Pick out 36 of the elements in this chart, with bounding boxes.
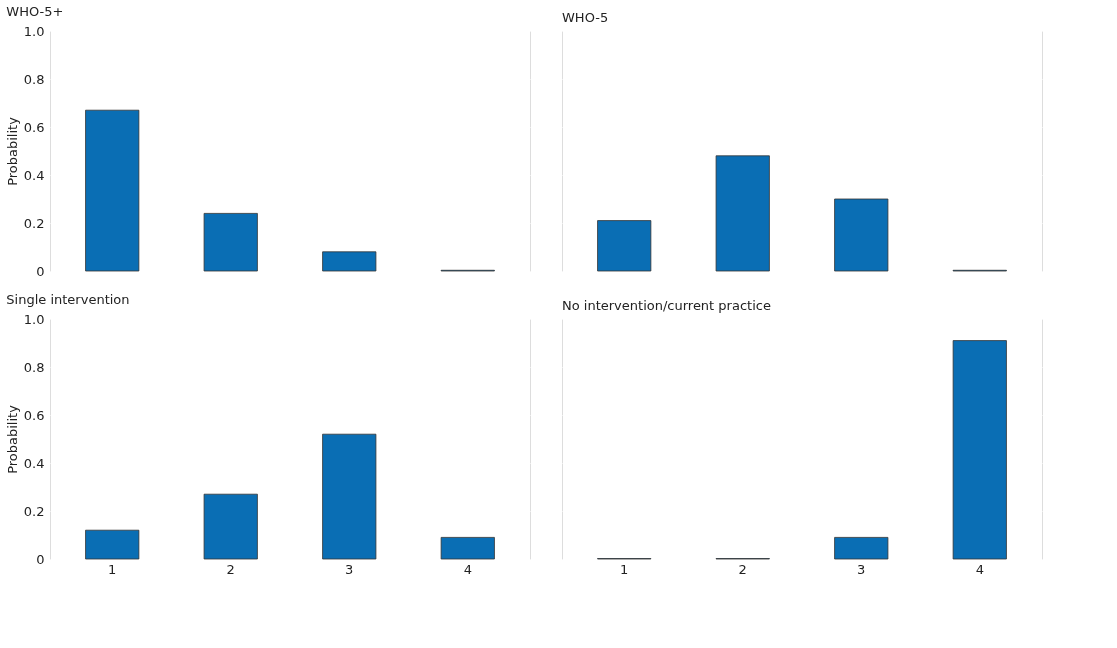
y-tick-label: 0.2 — [23, 215, 45, 231]
y-tick-label: 0.8 — [23, 359, 45, 375]
bar — [85, 109, 140, 272]
x-tick-label: 1 — [108, 561, 117, 577]
y-tick-label: 0.8 — [23, 71, 45, 87]
x-tick-label: 1 — [620, 561, 629, 577]
chart-title: WHO-5+ — [6, 4, 64, 19]
bar — [597, 220, 652, 272]
chart-title: No intervention/current practice — [562, 298, 771, 313]
y-tick-label: 0 — [36, 551, 45, 567]
bar — [203, 213, 258, 272]
bar — [322, 251, 377, 272]
y-axis-title: Probability — [4, 404, 20, 474]
x-tick-label: 4 — [463, 561, 472, 577]
y-tick-label: 0 — [36, 263, 45, 279]
bar — [85, 529, 140, 560]
y-axis-title: Probability — [4, 116, 20, 186]
y-tick-label: 0.4 — [23, 455, 45, 471]
x-tick-label: 4 — [975, 561, 984, 577]
y-tick-label: 0.2 — [23, 503, 45, 519]
bar — [322, 433, 377, 560]
x-tick-label: 3 — [345, 561, 354, 577]
chart-title: Single intervention — [6, 292, 130, 307]
x-tick-label: 2 — [738, 561, 747, 577]
y-tick-label: 1.0 — [23, 311, 45, 327]
bar — [834, 198, 889, 272]
bar — [203, 493, 258, 560]
x-tick-label: 3 — [857, 561, 866, 577]
chart-title: WHO-5 — [562, 10, 609, 25]
x-tick-label: 2 — [226, 561, 235, 577]
bar — [715, 155, 770, 272]
bar — [440, 537, 495, 560]
y-tick-label: 1.0 — [23, 23, 45, 39]
y-tick-label: 0.6 — [23, 407, 45, 423]
y-tick-label: 0.6 — [23, 119, 45, 135]
y-tick-label: 0.4 — [23, 167, 45, 183]
